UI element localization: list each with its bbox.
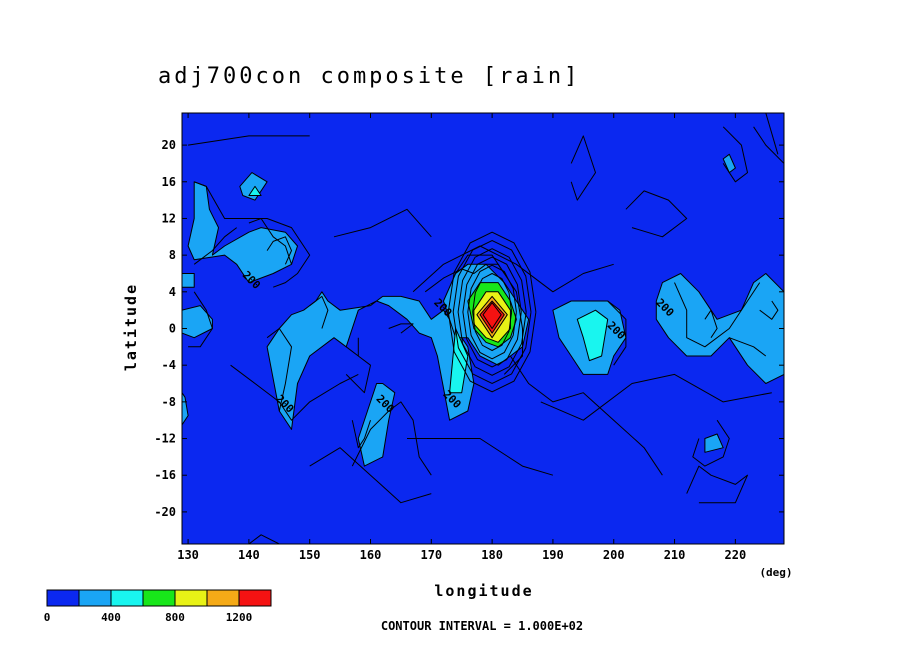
contour-line — [704, 309, 718, 338]
contour-line-peak-ring — [472, 272, 513, 352]
y-tick-label: 12 — [162, 211, 176, 225]
colorbar-tick-label: 800 — [165, 611, 185, 624]
x-tick-label: 200 — [603, 548, 625, 562]
x-axis-ticks: 130 140 150 160 170 180 190 200 210 220 — [177, 113, 746, 562]
x-tick-label: 130 — [177, 548, 199, 562]
contour-line — [351, 401, 432, 476]
contour-line — [540, 373, 772, 421]
contour-line — [351, 420, 371, 449]
colorbar-swatch — [206, 589, 240, 607]
filled-contours — [182, 153, 784, 467]
contour-line — [309, 295, 329, 329]
contour-line — [424, 263, 523, 375]
contour-line — [729, 337, 767, 357]
contour-line-peak-ring — [462, 256, 522, 368]
contour-line — [407, 438, 554, 476]
contour-line — [194, 181, 311, 288]
contour-line — [722, 126, 748, 183]
contour-line — [412, 245, 614, 293]
contour-line-peak-ring — [467, 264, 517, 360]
contour-line — [345, 355, 371, 394]
contour-line-peak-ring — [447, 231, 537, 393]
contour-line — [607, 300, 627, 366]
contour-line — [753, 126, 784, 164]
contour-region-small-se — [704, 433, 724, 453]
colorbar-tick-label: 1200 — [226, 611, 253, 624]
colorbar-swatch — [78, 589, 112, 607]
contour-line — [248, 534, 280, 544]
contour-line — [309, 447, 432, 504]
x-tick-label: 140 — [238, 548, 260, 562]
colorbar-tick-label: 0 — [44, 611, 51, 624]
contour-line — [509, 355, 663, 476]
contour-line — [333, 208, 432, 238]
contour-line — [248, 218, 292, 265]
contour-line — [193, 227, 238, 265]
contour-line — [674, 282, 761, 348]
x-tick-label: 220 — [725, 548, 747, 562]
chart-title: adj700con composite [rain] — [158, 64, 580, 89]
contour-line — [692, 419, 730, 467]
contour-interval-note: CONTOUR INTERVAL = 1.000E+02 — [381, 619, 583, 633]
contour-line — [686, 465, 748, 504]
x-tick-label: 150 — [299, 548, 321, 562]
contour-lines — [188, 113, 784, 544]
colorbar: 0 400 800 1200 — [44, 589, 272, 624]
colorbar-swatch — [238, 589, 272, 607]
x-tick-label: 190 — [542, 548, 564, 562]
contour-line-peak-ring — [457, 248, 527, 376]
colorbar-swatch — [142, 589, 176, 607]
y-tick-label: -8 — [162, 395, 176, 409]
contour-line — [266, 236, 292, 265]
contour-region-nw-blob — [187, 181, 298, 284]
y-tick-label: -16 — [154, 468, 176, 482]
x-tick-label: 170 — [420, 548, 442, 562]
contour-region-small-ne — [722, 153, 736, 174]
colorbar-swatch — [110, 589, 144, 607]
contour-region-central-snake — [266, 291, 475, 430]
y-axis-label: latitude — [122, 283, 140, 371]
x-tick-label: 210 — [664, 548, 686, 562]
contour-line — [230, 364, 359, 421]
contour-region-nw-small — [239, 172, 268, 201]
y-tick-label: 8 — [169, 248, 176, 262]
contour-region-nw-inner — [248, 185, 262, 196]
y-tick-label: 0 — [169, 322, 176, 336]
contour-line — [188, 135, 310, 146]
y-tick-label: 20 — [162, 138, 176, 152]
contour-line — [625, 190, 688, 238]
y-tick-label: -12 — [154, 432, 176, 446]
x-tick-label: 160 — [360, 548, 382, 562]
contour-line — [759, 300, 779, 320]
contour-line — [188, 291, 213, 348]
contour-region-east-inner — [576, 309, 609, 362]
colorbar-swatch — [46, 589, 80, 607]
x-tick-label: 180 — [481, 548, 503, 562]
y-tick-label: 16 — [162, 175, 176, 189]
y-tick-label: 4 — [169, 285, 176, 299]
colorbar-swatch — [174, 589, 208, 607]
x-axis-label: longitude — [434, 582, 533, 600]
colorbar-tick-label: 400 — [101, 611, 121, 624]
contour-line — [388, 323, 414, 334]
contour-line — [765, 113, 779, 155]
y-axis-ticks: 20 16 12 8 4 0 -4 -8 -12 -16 -20 — [154, 138, 784, 519]
x-axis-unit: (deg) — [759, 566, 792, 579]
contour-region-west-band — [182, 273, 213, 426]
contour-line-peak-ring — [452, 239, 532, 385]
y-tick-label: -20 — [154, 505, 176, 519]
contour-region-south-blob — [357, 383, 396, 467]
y-tick-label: -4 — [162, 358, 176, 372]
contour-line — [570, 135, 596, 201]
contour-region-far-east — [655, 273, 784, 384]
contour-region-central-peak-1400 — [482, 302, 502, 329]
contour-line — [266, 328, 292, 412]
